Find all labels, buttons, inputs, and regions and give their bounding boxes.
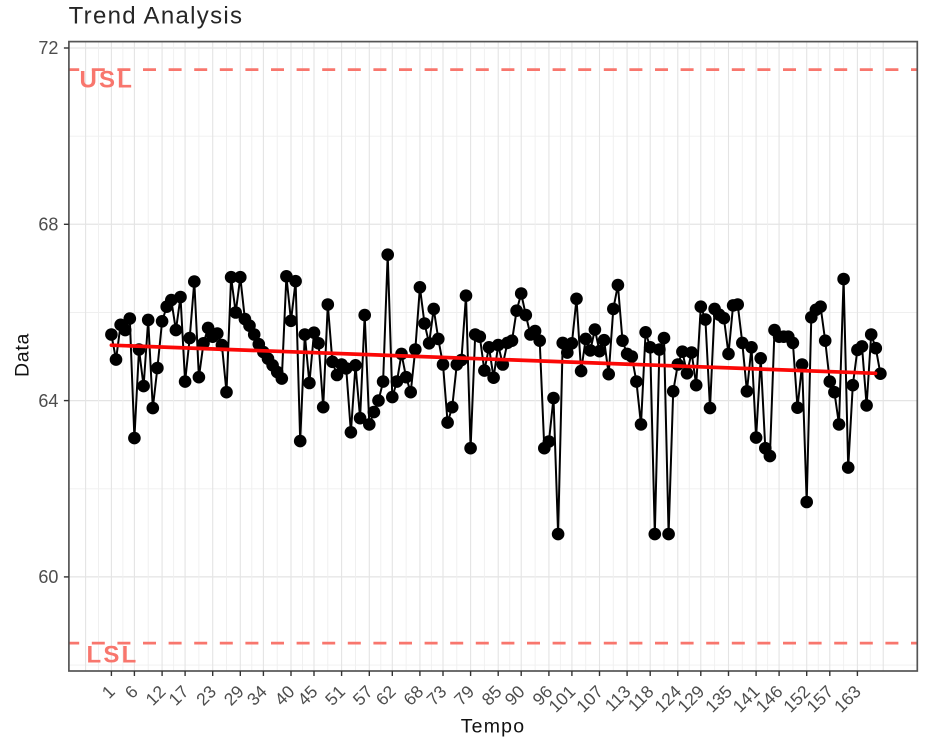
svg-text:68: 68 <box>38 215 58 235</box>
svg-text:Data: Data <box>12 333 34 377</box>
svg-text:Tempo: Tempo <box>461 716 526 738</box>
svg-text:USL: USL <box>80 67 135 94</box>
svg-text:72: 72 <box>38 38 58 58</box>
svg-text:LSL: LSL <box>87 641 139 668</box>
svg-text:64: 64 <box>38 391 58 411</box>
svg-text:60: 60 <box>38 567 58 587</box>
svg-text:Trend Analysis: Trend Analysis <box>69 2 244 29</box>
